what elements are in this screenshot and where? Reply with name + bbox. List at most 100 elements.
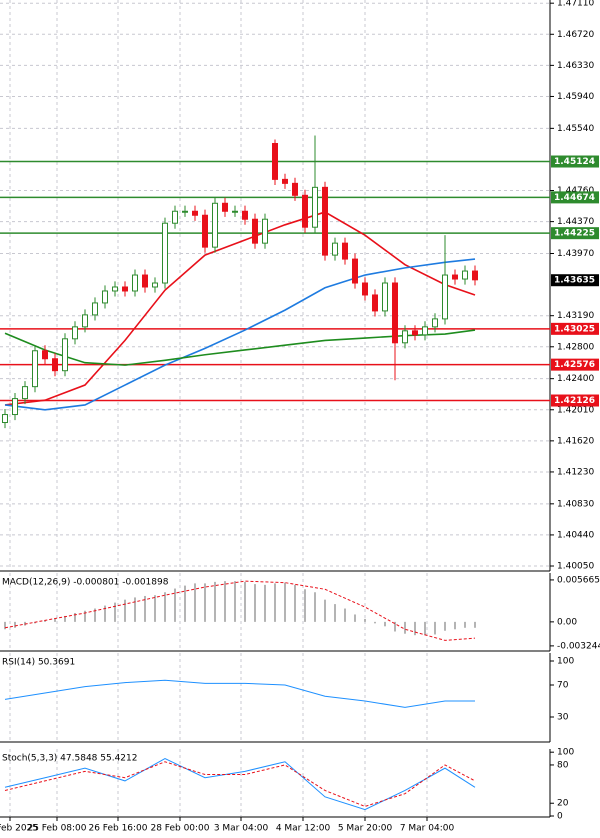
level-label: 1.45124 bbox=[554, 157, 595, 167]
y-tick-label: 1.42010 bbox=[557, 405, 594, 415]
indicator-line bbox=[4, 211, 476, 406]
y-tick-label: 1.47110 bbox=[557, 0, 594, 9]
candle-body bbox=[242, 210, 248, 220]
candle-body bbox=[82, 314, 88, 328]
y-tick-label: 80 bbox=[557, 760, 569, 770]
candle-body bbox=[312, 186, 318, 228]
level-box bbox=[551, 227, 599, 240]
candle-body bbox=[102, 290, 108, 304]
y-tick-label: 0.00 bbox=[557, 617, 577, 627]
candle-body bbox=[152, 282, 158, 288]
y-tick-label: 1.44370 bbox=[557, 217, 594, 227]
y-tick-label: 1.45540 bbox=[557, 124, 594, 134]
y-tick-label: 1.40050 bbox=[557, 562, 594, 572]
y-tick-label: 1.46330 bbox=[557, 61, 594, 71]
x-tick-label: 28 Feb 00:00 bbox=[150, 824, 209, 834]
panel-title: MACD(12,26,9) -0.000801 -0.001898 bbox=[2, 578, 169, 588]
x-tick-label: 24 Feb 2025 bbox=[0, 824, 38, 834]
level-box bbox=[551, 394, 599, 407]
y-tick-label: 1.40440 bbox=[557, 530, 594, 540]
candle-body bbox=[432, 318, 438, 328]
candle-body bbox=[422, 326, 428, 336]
level-box bbox=[551, 191, 599, 204]
y-tick-label: 100 bbox=[557, 748, 574, 758]
level-box bbox=[551, 155, 599, 168]
candle-body bbox=[2, 414, 8, 424]
candle-body bbox=[142, 274, 148, 288]
y-tick-label: 1.42400 bbox=[557, 374, 594, 384]
y-tick-label: 0.005665 bbox=[557, 575, 600, 585]
candle-body bbox=[212, 202, 218, 248]
candle-body bbox=[452, 274, 458, 280]
indicator-line bbox=[4, 679, 475, 708]
y-tick-label: 1.41620 bbox=[557, 436, 594, 446]
panel-title: Stoch(5,3,3) 47.5848 55.4212 bbox=[2, 754, 137, 764]
candle-body bbox=[442, 274, 448, 320]
candle-body bbox=[232, 210, 238, 213]
candle-body bbox=[62, 338, 68, 372]
indicator-line bbox=[4, 580, 476, 641]
candle-body bbox=[222, 202, 228, 212]
y-tick-label: 70 bbox=[557, 681, 569, 691]
candle-body bbox=[322, 186, 328, 256]
candle-body bbox=[192, 210, 198, 216]
level-box bbox=[551, 358, 599, 371]
level-label: 1.43025 bbox=[554, 324, 595, 334]
candle-body bbox=[172, 210, 178, 224]
candle-body bbox=[352, 258, 358, 284]
level-label: 1.44225 bbox=[554, 229, 595, 239]
indicator-line bbox=[4, 758, 476, 811]
candle-body bbox=[392, 282, 398, 344]
candle-body bbox=[182, 210, 188, 213]
level-label: 1.42126 bbox=[554, 396, 595, 406]
y-tick-label: 1.43190 bbox=[557, 311, 594, 321]
x-tick-label: 7 Mar 04:00 bbox=[400, 824, 455, 834]
candle-body bbox=[32, 350, 38, 388]
y-tick-label: 1.42800 bbox=[557, 342, 594, 352]
y-tick-label: 20 bbox=[557, 799, 569, 809]
x-tick-label: 25 Feb 08:00 bbox=[27, 824, 86, 834]
candle-body bbox=[342, 242, 348, 260]
y-tick-label: 1.40830 bbox=[557, 499, 594, 509]
candle-body bbox=[362, 282, 368, 296]
y-tick-label: 1.41230 bbox=[557, 467, 594, 477]
candle-body bbox=[282, 178, 288, 184]
level-label: 1.42576 bbox=[554, 360, 595, 370]
candle-body bbox=[72, 326, 78, 340]
level-box bbox=[551, 322, 599, 335]
candle-body bbox=[302, 194, 308, 228]
candle-body bbox=[22, 386, 28, 400]
candle-body bbox=[472, 270, 478, 281]
candle-body bbox=[12, 398, 18, 416]
candle-body bbox=[252, 218, 258, 244]
indicator-line bbox=[4, 761, 476, 807]
x-tick-label: 5 Mar 20:00 bbox=[338, 824, 393, 834]
last-price-box bbox=[551, 274, 599, 287]
candle-body bbox=[132, 274, 138, 292]
candle-body bbox=[122, 286, 128, 292]
candle-body bbox=[42, 350, 48, 360]
x-tick-label: 26 Feb 16:00 bbox=[88, 824, 147, 834]
candle-body bbox=[462, 270, 468, 280]
y-tick-label: 1.44760 bbox=[557, 186, 594, 196]
candle-body bbox=[372, 294, 378, 312]
candle-body bbox=[402, 330, 408, 344]
candle-body bbox=[162, 222, 168, 284]
candle-body bbox=[112, 286, 118, 292]
last-price-label: 1.43635 bbox=[554, 276, 595, 286]
candle-body bbox=[332, 242, 338, 256]
y-tick-label: 0 bbox=[557, 812, 563, 822]
y-tick-label: -0.003244 bbox=[557, 641, 600, 651]
indicator-line bbox=[4, 258, 476, 411]
x-tick-label: 3 Mar 04:00 bbox=[214, 824, 269, 834]
candle-body bbox=[412, 330, 418, 336]
panel-title: RSI(14) 50.3691 bbox=[2, 658, 75, 668]
candle-body bbox=[292, 182, 298, 196]
candle-body bbox=[382, 282, 388, 312]
candle-body bbox=[202, 214, 208, 248]
y-tick-label: 1.45940 bbox=[557, 92, 594, 102]
y-tick-label: 100 bbox=[557, 657, 574, 667]
y-tick-label: 1.43970 bbox=[557, 249, 594, 259]
